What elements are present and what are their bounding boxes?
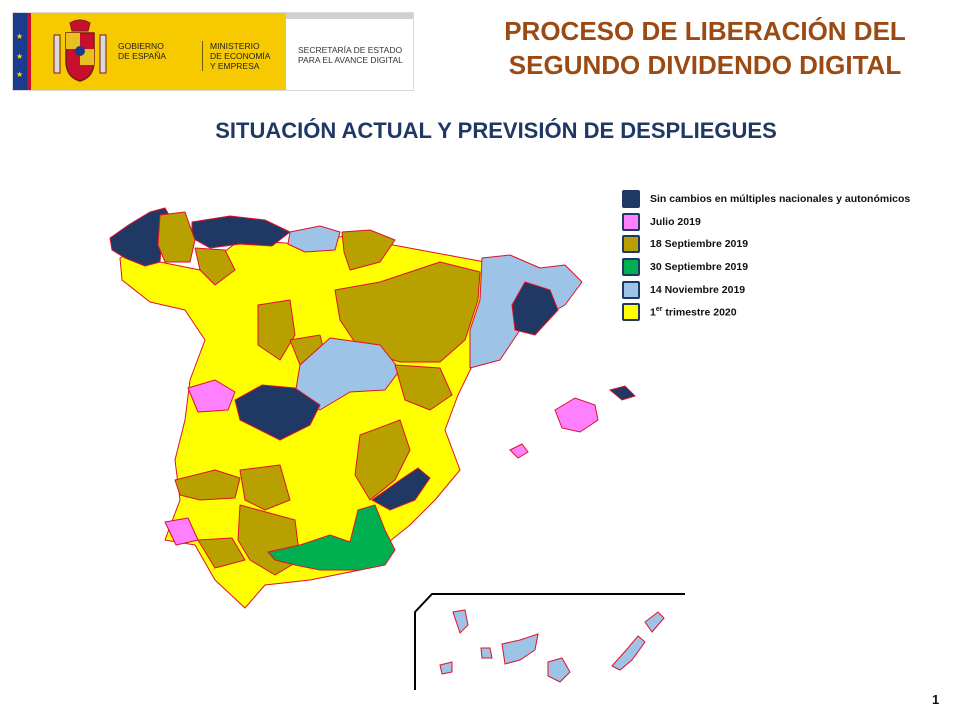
map-region-olive-leon — [194, 247, 236, 286]
legend-swatch — [622, 212, 640, 231]
map-region-olive-lugo — [157, 211, 196, 263]
map-island-tenerife — [501, 633, 539, 665]
legend-item-14-noviembre: 14 Noviembre 2019 — [622, 278, 952, 301]
legend-swatch — [622, 235, 640, 254]
ministerio-label: MINISTERIO DE ECONOMÍA Y EMPRESA — [202, 41, 300, 71]
map-region-green-south — [267, 504, 396, 571]
page-title: PROCESO DE LIBERACIÓN DEL SEGUNDO DIVIDE… — [470, 14, 940, 82]
legend-swatch — [622, 190, 640, 209]
map-island-menorca — [608, 385, 636, 401]
page-subtitle: SITUACIÓN ACTUAL Y PREVISIÓN DE DESPLIEG… — [215, 118, 777, 143]
legend-item-30-septiembre: 30 Septiembre 2019 — [622, 256, 952, 279]
legend-item-julio-2019: Julio 2019 — [622, 211, 952, 234]
legend-label-sup: er — [655, 306, 663, 314]
map-island-ibiza — [509, 443, 529, 459]
map-region-navy-cantabrian — [191, 215, 291, 249]
coat-of-arms-icon — [53, 19, 107, 82]
legend-label: 14 Noviembre 2019 — [650, 283, 746, 296]
map-region-lightblue-north — [287, 225, 341, 253]
legend-swatch — [622, 280, 640, 299]
map-island-hierro — [439, 661, 453, 675]
ministry-block: GOBIERNO DE ESPAÑA MINISTERIO DE ECONOMÍ… — [40, 13, 286, 90]
legend-swatch — [622, 258, 640, 277]
legend-label: Julio 2019 — [650, 215, 701, 228]
map-region-olive-badajoz — [239, 464, 291, 511]
map-region-navy-toledo — [234, 384, 321, 441]
secretaria-label: SECRETARÍA DE ESTADO PARA EL AVANCE DIGI… — [286, 13, 413, 90]
canary-inset-frame — [414, 593, 685, 690]
map-region-olive-sevilla — [197, 537, 246, 569]
legend-item-1er-trimestre: 1er trimestre 2020 — [622, 301, 952, 324]
map-island-la-palma — [452, 609, 469, 634]
legend-item-18-septiembre: 18 Septiembre 2019 — [622, 233, 952, 256]
map-region-olive-mancha — [354, 419, 411, 501]
map-region-navy-barcelona — [511, 281, 559, 336]
title-line-1: PROCESO DE LIBERACIÓN DEL — [504, 16, 906, 46]
map-region-navy-murcia — [371, 467, 431, 511]
government-logo: ★ ★ ★ GOBIERNO DE ESPAÑA MINISTERIO DE ECO… — [12, 12, 414, 91]
legend-swatch — [622, 303, 640, 322]
page-number: 1 — [932, 692, 940, 707]
map-region-olive-east — [394, 364, 453, 411]
title-line-2: SEGUNDO DIVIDENDO DIGITAL — [508, 50, 902, 80]
map-region-pink-west — [187, 379, 236, 413]
map-island-lanzarote — [644, 611, 665, 633]
map-island-fuerteventura — [611, 635, 646, 671]
legend-label: Sin cambios en múltiples nacionales y au… — [650, 193, 911, 206]
legend-label-rest: trimestre 2020 — [662, 306, 737, 319]
legend-label: 30 Septiembre 2019 — [650, 261, 749, 274]
map-island-gomera — [480, 647, 493, 659]
legend-label: 18 Septiembre 2019 — [650, 238, 749, 251]
legend-label: 1er trimestre 2020 — [650, 306, 737, 319]
gobierno-label: GOBIERNO DE ESPAÑA — [118, 41, 167, 61]
map-legend: Sin cambios en múltiples nacionales y au… — [622, 188, 952, 324]
map-region-olive-aragon — [334, 261, 481, 363]
legend-label-main: 1 — [650, 306, 656, 319]
map-region-olive-rioja — [341, 229, 396, 271]
map-region-olive-extremadura — [174, 469, 241, 501]
map-region-olive-castilla — [257, 299, 296, 361]
eu-flag-strip: ★ ★ ★ — [13, 13, 40, 90]
map-island-gran-canaria — [547, 657, 571, 683]
map-island-mallorca — [554, 397, 599, 433]
legend-item-sin-cambios: Sin cambios en múltiples nacionales y au… — [622, 188, 952, 211]
secretaria-text: SECRETARÍA DE ESTADO PARA EL AVANCE DIGI… — [298, 44, 403, 65]
